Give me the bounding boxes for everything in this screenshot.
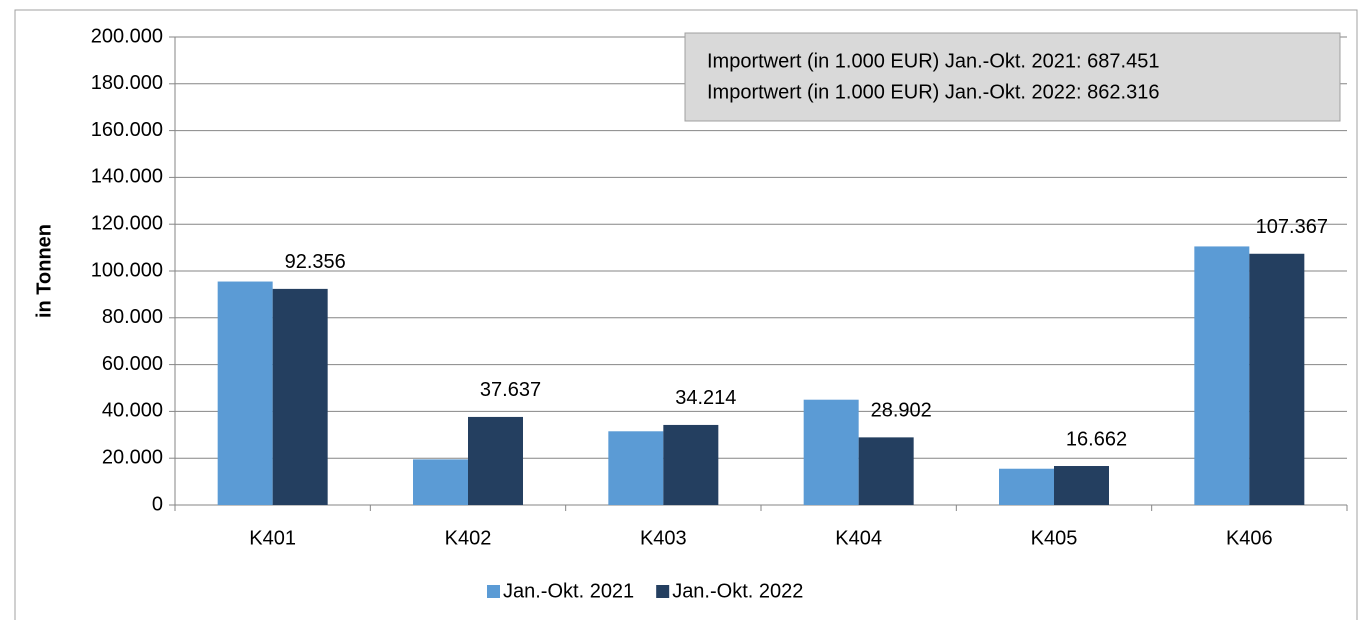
legend-label: Jan.-Okt. 2021 (503, 580, 634, 602)
legend-swatch (656, 585, 670, 598)
bar (858, 437, 914, 505)
x-tick-label: K405 (1031, 527, 1078, 549)
bar (999, 468, 1054, 505)
y-tick-label: 0 (152, 493, 163, 515)
x-tick-label: K404 (835, 527, 882, 549)
x-tick-label: K406 (1226, 527, 1273, 549)
annotation: Importwert (in 1.000 EUR) Jan.-Okt. 2022… (707, 81, 1159, 103)
annotation: Importwert (in 1.000 EUR) Jan.-Okt. 2021… (707, 50, 1159, 72)
x-tick-label: K403 (640, 527, 687, 549)
legend-label: Jan.-Okt. 2022 (672, 580, 803, 602)
y-tick-label: 200.000 (91, 25, 163, 47)
bar (272, 288, 328, 505)
y-tick-label: 40.000 (102, 400, 163, 422)
data-label: 92.356 (285, 251, 346, 273)
y-tick-label: 120.000 (91, 212, 163, 234)
legend-swatch (487, 585, 500, 598)
x-tick-label: K401 (249, 527, 296, 549)
y-tick-label: 80.000 (102, 306, 163, 328)
annotation-box (684, 32, 1341, 122)
x-tick-label: K402 (445, 527, 492, 549)
bar (663, 424, 719, 505)
data-label: 16.662 (1066, 428, 1127, 450)
bar (608, 431, 664, 505)
bar (1194, 246, 1250, 505)
data-label: 37.637 (480, 379, 541, 401)
bar (413, 459, 468, 505)
bar (217, 281, 273, 505)
y-tick-label: 140.000 (91, 166, 163, 188)
bar (803, 399, 859, 505)
y-tick-label: 180.000 (91, 72, 163, 94)
y-tick-label: 20.000 (102, 446, 163, 468)
data-label: 107.367 (1256, 216, 1328, 238)
y-tick-label: 60.000 (102, 353, 163, 375)
y-tick-label: 100.000 (91, 259, 163, 281)
bar (1054, 466, 1109, 505)
data-label: 34.214 (675, 387, 736, 409)
y-axis-label: in Tonnen (33, 224, 55, 318)
bar (1249, 253, 1305, 505)
y-tick-label: 160.000 (91, 119, 163, 141)
data-label: 28.902 (871, 400, 932, 422)
bar (468, 416, 523, 505)
chart-frame (14, 9, 1358, 620)
